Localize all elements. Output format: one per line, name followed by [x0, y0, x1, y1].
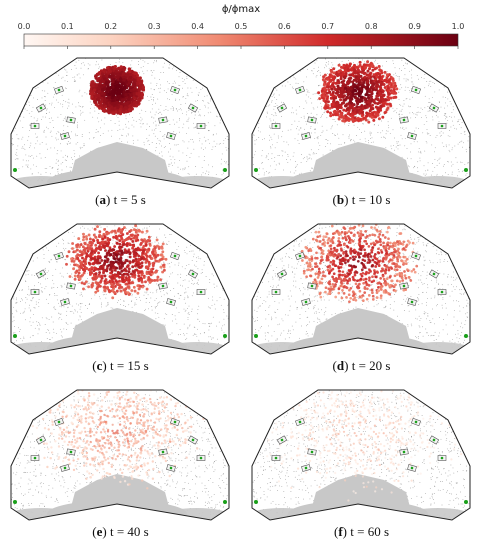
domain-interior — [11, 58, 229, 188]
flow-domain-diagram — [251, 57, 471, 189]
snapshot-panel-a: (a) t = 5 s — [5, 50, 235, 207]
boundary-marker — [13, 168, 17, 172]
panel-label: d — [336, 358, 345, 373]
colorbar-tick-label: 1.0 — [452, 22, 465, 31]
colorbar-tick-label: 0.7 — [321, 22, 334, 31]
colorbar-ticks: 0.0 0.1 0.2 0.3 0.4 0.5 0.6 0.7 0.8 0.9 1.0 — [18, 22, 465, 49]
panel-time: t = 15 s — [109, 358, 149, 373]
panel-time: t = 40 s — [109, 524, 149, 539]
colorbar-svg: ϕ/ϕmax 0.0 0.1 0.2 0.3 0.4 0.5 0.6 0.7 0.8 0.9 1.0 — [18, 4, 465, 49]
occupant-region — [11, 142, 227, 188]
contaminant-plume — [300, 224, 419, 304]
domain-interior — [252, 58, 470, 188]
boundary-marker — [254, 168, 258, 172]
domain-interior — [252, 224, 470, 354]
colorbar-tick-label: 0.0 — [18, 22, 31, 31]
boundary-marker — [223, 168, 227, 172]
vent-markers — [30, 251, 206, 306]
colorbar-tick-label: 0.1 — [61, 22, 74, 31]
boundary-marker — [13, 500, 17, 504]
colorbar-tick-label: 0.8 — [365, 22, 378, 31]
colorbar-tick-label: 0.3 — [148, 22, 161, 31]
panel-label: e — [96, 524, 103, 539]
panel-caption: (b) t = 10 s — [332, 192, 391, 207]
domain-boundary — [251, 57, 471, 189]
occupant-region — [11, 308, 227, 354]
occupant-region — [252, 308, 468, 354]
panel-caption: (f) t = 60 s — [333, 524, 390, 539]
snapshot-panel-d: (d) t = 20 s — [246, 216, 476, 373]
colorbar-title: ϕ/ϕmax — [222, 4, 260, 15]
flow-domain-diagram — [10, 223, 230, 355]
colorbar-tick-label: 0.4 — [191, 22, 204, 31]
vent-markers — [271, 85, 447, 140]
panel-caption: (e) t = 40 s — [92, 524, 149, 539]
boundary-marker — [254, 500, 258, 504]
boundary-marker — [464, 168, 468, 172]
vent-markers — [30, 417, 206, 472]
panel-time: t = 10 s — [351, 192, 391, 207]
flow-domain-diagram — [10, 57, 230, 189]
colorbar-tick-label: 0.2 — [104, 22, 117, 31]
colorbar-gradient — [23, 33, 459, 47]
domain-interior — [11, 390, 229, 520]
colorbar-tick-label: 0.9 — [408, 22, 421, 31]
panel-caption: (c) t = 15 s — [92, 358, 149, 373]
panel-caption: (d) t = 20 s — [332, 358, 391, 373]
flow-domain-diagram — [10, 389, 230, 521]
panel-label: f — [338, 524, 343, 539]
occupant-region — [252, 142, 468, 188]
vent-markers — [30, 85, 206, 140]
contaminant-plume — [317, 60, 399, 124]
panel-caption: (a) t = 5 s — [95, 192, 146, 207]
occupant-region — [252, 474, 468, 520]
snapshot-grid: (a) t = 5 s (b) t = 10 s (c) t = 15 s (d) t… — [0, 50, 483, 550]
panel-time: t = 5 s — [113, 192, 146, 207]
contaminant-plume — [89, 65, 146, 116]
snapshot-panel-c: (c) t = 15 s — [5, 216, 235, 373]
snapshot-panel-f: (f) t = 60 s — [246, 382, 476, 539]
snapshot-panel-b: (b) t = 10 s — [246, 50, 476, 207]
contaminant-plume — [65, 224, 168, 300]
flow-domain-diagram — [251, 223, 471, 355]
panel-label: a — [99, 192, 106, 207]
panel-label: b — [336, 192, 345, 207]
occupant-region — [11, 474, 227, 520]
domain-boundary — [251, 223, 471, 355]
vent-markers — [271, 251, 447, 306]
boundary-marker — [223, 334, 227, 338]
domain-boundary — [10, 57, 230, 189]
domain-interior — [11, 224, 229, 354]
contaminant-plume — [256, 390, 463, 502]
boundary-marker — [223, 500, 227, 504]
colorbar-tick-label: 0.5 — [235, 22, 248, 31]
domain-interior — [252, 390, 470, 520]
vent-markers — [271, 417, 447, 472]
colorbar-tick-label: 0.6 — [278, 22, 291, 31]
contaminant-plume — [31, 390, 205, 490]
panel-time: t = 60 s — [350, 524, 390, 539]
domain-boundary — [251, 389, 471, 521]
boundary-marker — [464, 334, 468, 338]
domain-boundary — [10, 389, 230, 521]
panel-time: t = 20 s — [351, 358, 391, 373]
domain-boundary — [10, 223, 230, 355]
flow-domain-diagram — [251, 389, 471, 521]
snapshot-panel-e: (e) t = 40 s — [5, 382, 235, 539]
boundary-marker — [464, 500, 468, 504]
boundary-marker — [13, 334, 17, 338]
boundary-marker — [254, 334, 258, 338]
colorbar: ϕ/ϕmax 0.0 0.1 0.2 0.3 0.4 0.5 0.6 0.7 0.8 0.9 1.0 — [0, 0, 483, 50]
panel-label: c — [96, 358, 103, 373]
